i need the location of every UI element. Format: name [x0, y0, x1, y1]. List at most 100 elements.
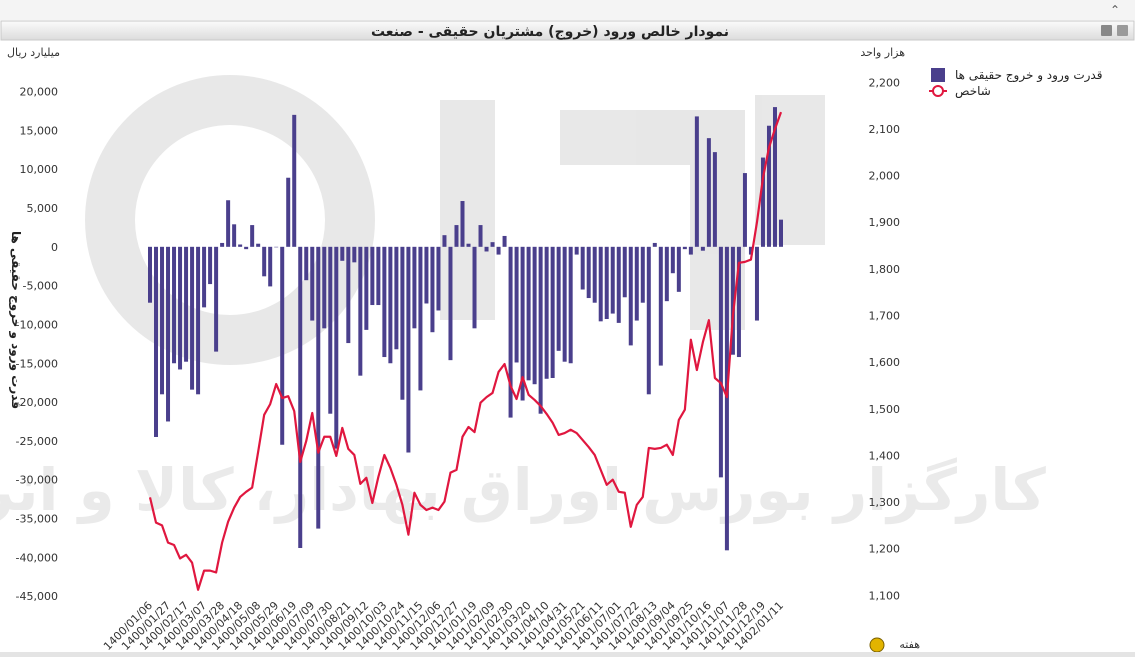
bar — [634, 246, 639, 321]
y2-tick-label: 1,500 — [869, 403, 901, 416]
legend-label: شاخص — [955, 84, 991, 99]
y2-tick-label: 1,300 — [869, 496, 901, 509]
bar — [262, 246, 267, 277]
bar — [346, 246, 351, 344]
bar — [490, 242, 495, 247]
y-tick-label: -20,000 — [16, 396, 58, 409]
bar — [502, 235, 507, 247]
y-tick-label: 0 — [51, 241, 58, 254]
bar — [430, 246, 435, 333]
bar — [706, 138, 711, 247]
zoom-reset-button[interactable] — [869, 637, 885, 653]
bar — [364, 246, 369, 330]
bar — [760, 157, 765, 247]
bar — [370, 246, 375, 306]
bar — [718, 246, 723, 478]
bar — [520, 246, 525, 401]
legend-swatch — [931, 68, 945, 82]
bar — [394, 246, 399, 350]
bar — [154, 246, 159, 437]
bar — [268, 246, 273, 287]
bar — [148, 246, 152, 303]
bar — [454, 225, 459, 247]
bar — [418, 246, 423, 391]
bar — [538, 246, 543, 414]
bar — [736, 246, 741, 358]
y2-tick-label: 1,900 — [869, 216, 901, 229]
y-tick-label: -35,000 — [16, 512, 58, 525]
bar — [586, 246, 591, 299]
bar — [208, 246, 213, 285]
bar — [712, 152, 717, 247]
bottom-border — [0, 652, 1135, 657]
bar — [472, 246, 477, 329]
bar — [610, 246, 615, 314]
bar — [358, 246, 363, 376]
bar — [604, 246, 609, 320]
bar — [526, 246, 531, 381]
bar — [496, 246, 501, 255]
y-tick-label: -25,000 — [16, 435, 58, 448]
y-tick-label: -30,000 — [16, 474, 58, 487]
bar — [340, 246, 345, 261]
bar — [478, 225, 483, 247]
collapse-button[interactable]: ⌃ — [1110, 3, 1120, 17]
bar — [682, 246, 687, 250]
bar — [628, 246, 633, 346]
y-tick-label: -45,000 — [16, 590, 58, 603]
bar — [304, 246, 309, 281]
y-unit: میلیارد ریال — [7, 46, 60, 59]
y-tick-label: -10,000 — [16, 318, 58, 331]
bar — [724, 246, 729, 551]
bar — [274, 246, 279, 248]
y2-tick-label: 1,400 — [869, 449, 901, 462]
bar — [652, 242, 657, 247]
y-tick-label: 5,000 — [27, 202, 59, 215]
bar — [622, 246, 627, 298]
bar — [406, 246, 411, 453]
bar — [640, 246, 645, 303]
legend-label: قدرت ورود و خروج حقیقی ها — [955, 68, 1102, 83]
bar — [598, 246, 603, 322]
bar — [772, 107, 777, 247]
bar — [184, 246, 189, 362]
y-tick-label: -40,000 — [16, 551, 58, 564]
bar — [400, 246, 405, 400]
bar — [220, 242, 225, 247]
bar — [742, 173, 747, 247]
y2-tick-label: 2,100 — [869, 123, 901, 136]
legend-swatch — [932, 85, 944, 97]
bar — [322, 246, 327, 329]
bar — [460, 201, 465, 247]
y2-tick-label: 1,700 — [869, 310, 901, 323]
bar — [238, 244, 243, 247]
bar — [196, 246, 201, 395]
bar — [328, 246, 333, 414]
bar — [556, 246, 561, 351]
bar — [202, 246, 207, 308]
bar — [382, 246, 387, 358]
bar — [676, 246, 681, 292]
title-bar — [0, 20, 1135, 41]
bar — [292, 114, 297, 247]
bar — [226, 200, 231, 247]
bar — [172, 246, 177, 364]
print-button[interactable] — [1101, 25, 1112, 36]
bar — [256, 243, 261, 247]
bar — [190, 246, 195, 390]
bar — [748, 246, 753, 255]
bar — [779, 219, 783, 247]
y-axis-title: قدرت ورود و خروج حقیقی ها — [8, 231, 23, 409]
bar — [574, 246, 579, 255]
export-button[interactable] — [1117, 25, 1128, 36]
bar — [316, 246, 321, 529]
bar — [334, 246, 339, 449]
bar — [166, 246, 171, 422]
bar — [544, 246, 549, 379]
y2-tick-label: 1,600 — [869, 356, 901, 369]
bar — [244, 246, 249, 250]
bar — [280, 246, 285, 445]
bar — [298, 246, 303, 548]
